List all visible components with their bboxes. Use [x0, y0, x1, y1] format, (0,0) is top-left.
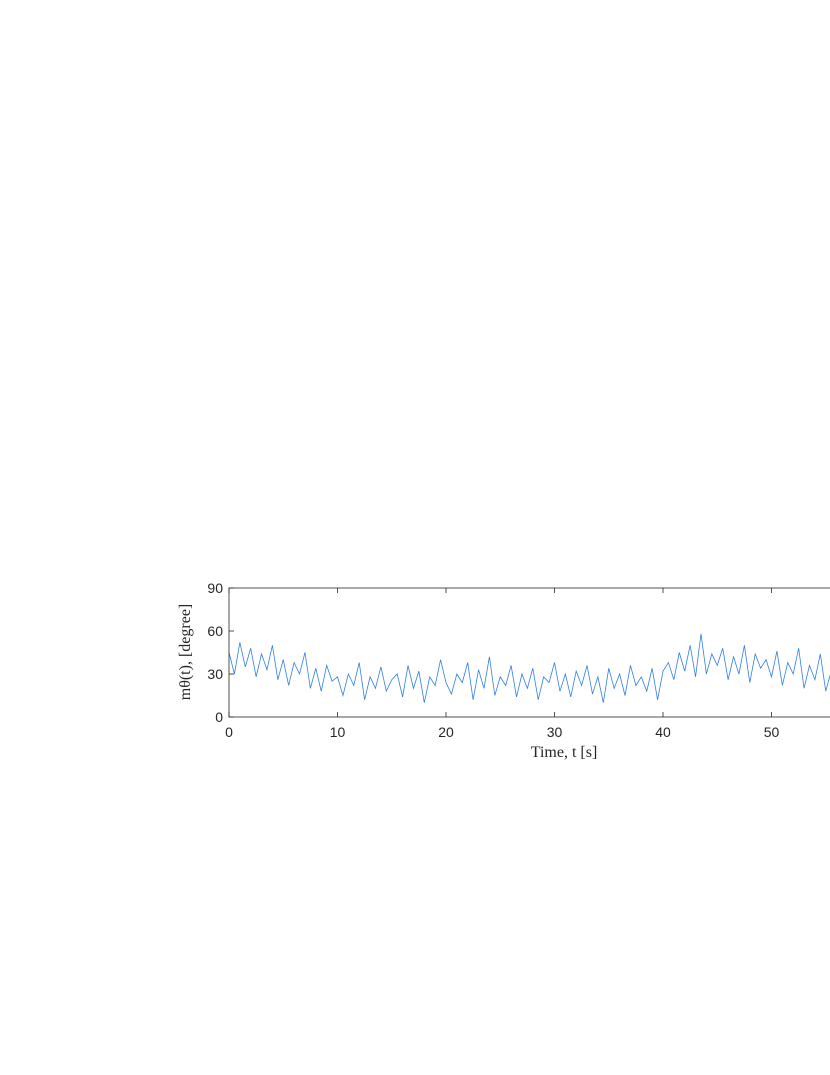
plot-frame: [228, 587, 830, 718]
x-tick-label: 50: [764, 724, 780, 740]
y-tick-label: 30: [207, 666, 223, 682]
x-tick-label: 40: [655, 724, 671, 740]
y-tick-label: 0: [215, 709, 223, 725]
x-tick-label: 10: [330, 724, 346, 740]
y-tick-label: 60: [207, 623, 223, 639]
x-axis-label: Time, t [s]: [531, 744, 598, 761]
x-tick-label: 0: [225, 724, 233, 740]
x-tick-label: 20: [438, 724, 454, 740]
data-line: [228, 633, 830, 703]
y-tick-label: 90: [207, 580, 223, 596]
y-axis-label: mθ(t), [degree]: [177, 604, 194, 701]
x-tick-label: 30: [547, 724, 563, 740]
